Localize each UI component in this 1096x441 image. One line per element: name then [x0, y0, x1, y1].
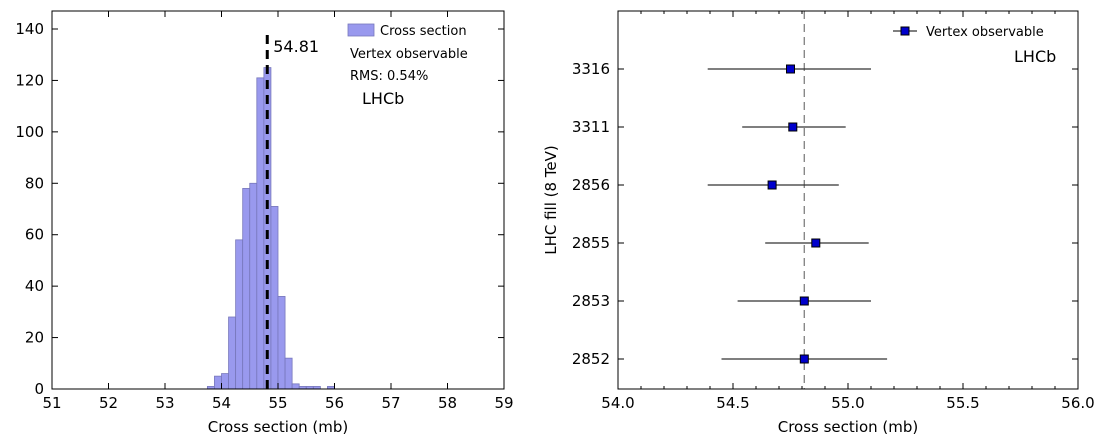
x-tick-label: 56.0	[1061, 394, 1094, 412]
x-tick-label: 54.5	[716, 394, 749, 412]
y-axis-label: LHC fill (8 TeV)	[542, 145, 560, 255]
x-tick-label: 52	[99, 394, 118, 412]
x-tick-label: 55	[268, 394, 287, 412]
x-tick-label: 57	[381, 394, 400, 412]
mean-value-label: 54.81	[273, 37, 319, 56]
histogram-bar	[214, 375, 222, 390]
fill-label: 2853	[572, 292, 610, 310]
rms-label: RMS: 0.54%	[350, 69, 428, 84]
observable-label: Vertex observable	[350, 47, 468, 62]
x-tick-label: 54	[212, 394, 231, 412]
y-tick-label: 80	[25, 174, 44, 192]
fill-label: 3316	[572, 60, 610, 78]
fill-comparison-panel: 54.0 54.5 55.0 55.5 56.0 3316 3311 2856 2855 2853…	[542, 10, 1095, 436]
x-tick-label: 59	[494, 394, 513, 412]
x-tick-label: 55.5	[946, 394, 979, 412]
y-tick-label: 40	[25, 277, 44, 295]
legend-label: Vertex observable	[926, 25, 1044, 40]
fill-label: 2856	[572, 176, 610, 194]
fill-label: 2852	[572, 350, 610, 368]
fill-label: 2855	[572, 234, 610, 252]
data-point-marker	[767, 180, 777, 190]
lhcb-label: LHCb	[362, 89, 404, 108]
histogram-bar	[249, 182, 258, 390]
histogram-bar	[291, 383, 300, 390]
y-tick-label: 100	[15, 123, 44, 141]
histogram-bar	[270, 206, 279, 390]
x-axis-label: Cross section (mb)	[778, 418, 919, 436]
x-tick-label: 56	[325, 394, 344, 412]
y-tick-label: 0	[34, 380, 44, 398]
histogram-bar	[277, 296, 286, 390]
histogram-bar	[256, 77, 265, 390]
lhcb-label: LHCb	[1014, 47, 1056, 66]
data-point-marker	[786, 64, 795, 74]
data-point-marker	[799, 354, 809, 364]
y-tick-label: 60	[25, 226, 44, 244]
legend-swatch	[347, 23, 375, 37]
x-tick-label: 55.0	[831, 394, 864, 412]
y-tick-label: 140	[15, 20, 44, 38]
data-point-marker	[799, 296, 809, 306]
data-point-marker	[811, 238, 821, 248]
x-tick-label: 51	[42, 394, 61, 412]
legend-marker	[900, 26, 910, 36]
x-tick-label: 53	[155, 394, 174, 412]
x-tick-label: 54.0	[601, 394, 634, 412]
x-tick-label: 58	[438, 394, 457, 412]
histogram-bar	[284, 357, 293, 390]
histogram-bar	[221, 373, 229, 390]
y-tick-label: 120	[15, 71, 44, 89]
histogram-bar	[242, 188, 251, 390]
histogram-panel: 54.81 51 52 53 54 55 56 57 58 59 0 20 40 60 80 100 120 14…	[15, 10, 514, 436]
y-tick-label: 20	[25, 329, 44, 347]
legend-label: Cross section	[380, 24, 467, 39]
plot-frame	[617, 10, 1079, 390]
fill-label: 3311	[572, 118, 610, 136]
data-point-marker	[788, 122, 798, 132]
histogram-bar	[235, 239, 244, 390]
x-axis-label: Cross section (mb)	[208, 418, 349, 436]
histogram-bar	[228, 316, 237, 390]
